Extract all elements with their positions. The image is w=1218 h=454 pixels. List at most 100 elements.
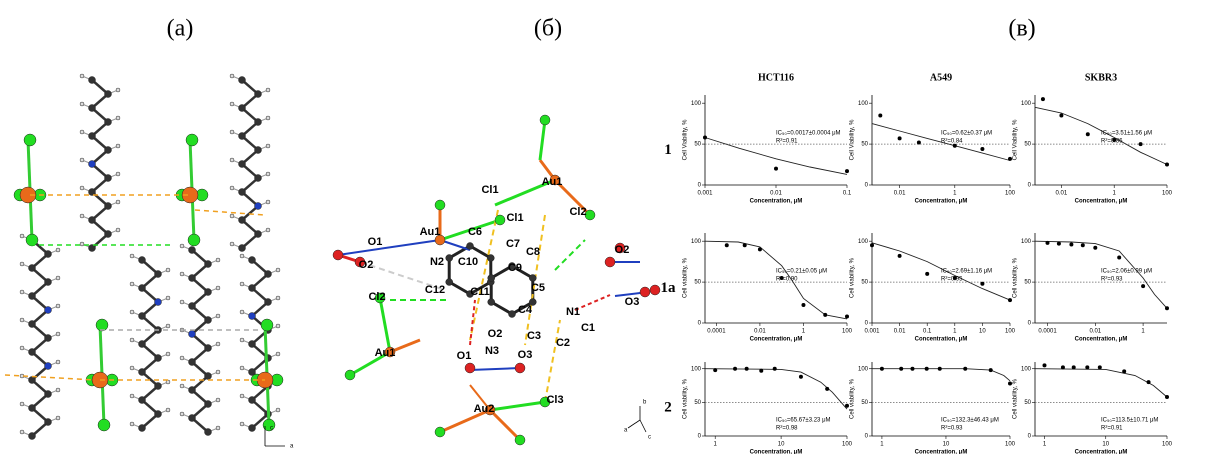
- x-tick-label: 1: [880, 442, 884, 448]
- atom: [116, 228, 120, 232]
- data-point: [845, 404, 849, 408]
- atom: [189, 331, 196, 338]
- atom: [56, 360, 60, 364]
- x-tick-label: 100: [1005, 191, 1016, 197]
- atom: [239, 105, 246, 112]
- annotation: R²=0.90: [776, 276, 798, 282]
- annotation: IC₅₀=2.06±0.99 μM: [1101, 268, 1152, 274]
- y-tick-label: 100: [1021, 239, 1032, 245]
- atom: [130, 282, 134, 286]
- x-tick-label: 10: [778, 442, 785, 448]
- y-tick-label: 100: [1021, 366, 1032, 372]
- x-tick-label: 0.01: [770, 191, 782, 197]
- atom: [240, 394, 244, 398]
- x-tick-label: 0.01: [894, 191, 906, 197]
- atom: [139, 341, 146, 348]
- x-axis-label: Concentration, μM: [1075, 450, 1128, 454]
- panel-label: (б): [534, 16, 562, 42]
- atom: [139, 285, 146, 292]
- atom: [139, 313, 146, 320]
- atom: [155, 355, 162, 362]
- bond: [545, 320, 560, 402]
- data-point: [759, 369, 763, 373]
- atom: [239, 161, 246, 168]
- y-tick-label: 0: [698, 321, 702, 327]
- column-title: A549: [930, 72, 952, 83]
- x-tick-label: 1: [953, 191, 957, 197]
- atom: [180, 356, 184, 360]
- y-tick-label: 50: [1024, 142, 1031, 148]
- atom-label: Cl1: [506, 212, 523, 224]
- atom: [45, 307, 52, 314]
- data-point: [713, 368, 717, 372]
- atom-label: Au1: [420, 226, 441, 238]
- y-tick-label: 50: [694, 280, 701, 286]
- atom: [249, 257, 256, 264]
- atom-label: O1: [457, 350, 472, 362]
- x-tick-label: 0.01: [1089, 329, 1101, 335]
- data-point: [1098, 365, 1102, 369]
- atom: [20, 402, 24, 406]
- atom: [24, 134, 36, 146]
- annotation: R²=0.84: [941, 138, 963, 144]
- atom: [180, 412, 184, 416]
- chart: 050100110100Concentration, μMCell viabil…: [1013, 362, 1173, 454]
- atom: [186, 134, 198, 146]
- atom: [255, 147, 262, 154]
- data-point: [1141, 284, 1145, 288]
- atom: [435, 200, 445, 210]
- atom: [345, 370, 355, 380]
- atom: [333, 250, 343, 260]
- x-tick-label: 10: [979, 329, 986, 335]
- atom: [139, 369, 146, 376]
- atom: [435, 427, 445, 437]
- y-tick-label: 0: [865, 434, 869, 440]
- atom: [446, 279, 453, 286]
- atom: [155, 411, 162, 418]
- atom: [230, 242, 234, 246]
- atom: [45, 251, 52, 258]
- annotation: R²=0.91: [776, 138, 798, 144]
- y-tick-label: 50: [861, 280, 868, 286]
- y-tick-label: 50: [694, 400, 701, 406]
- y-axis-label: Cell viability, %: [1013, 257, 1019, 298]
- atom: [130, 422, 134, 426]
- atom: [650, 285, 660, 295]
- data-point: [917, 140, 921, 144]
- atom: [56, 388, 60, 392]
- atom: [239, 133, 246, 140]
- atom-label: O2: [488, 328, 503, 340]
- atom: [20, 262, 24, 266]
- data-point: [1045, 241, 1049, 245]
- x-tick-label: 0.1: [843, 191, 852, 197]
- atom-label: O2: [615, 244, 630, 256]
- atom: [89, 217, 96, 224]
- bond: [628, 420, 640, 428]
- chart: 0501000.011100Concentration, μMCell Viab…: [1013, 95, 1173, 205]
- data-point: [910, 367, 914, 371]
- atom: [205, 401, 212, 408]
- atom: [180, 244, 184, 248]
- atom-label: C7: [506, 238, 520, 250]
- atom-label: C4: [518, 304, 533, 316]
- x-tick-label: 0.01: [754, 329, 766, 335]
- atom: [230, 214, 234, 218]
- y-tick-label: 50: [861, 400, 868, 406]
- panel-label: (а): [167, 16, 194, 42]
- atom: [45, 419, 52, 426]
- atom: [189, 387, 196, 394]
- y-tick-label: 100: [691, 366, 702, 372]
- atom: [29, 349, 36, 356]
- atom-label: C1: [581, 322, 595, 334]
- atom: [240, 282, 244, 286]
- atom: [89, 77, 96, 84]
- x-axis-label: Concentration, μM: [750, 450, 803, 454]
- y-axis-label: Cell viability, %: [683, 378, 689, 419]
- x-axis-label: Concentration, μM: [915, 199, 968, 205]
- atom: [266, 144, 270, 148]
- row-label: 2: [664, 399, 672, 415]
- atom-label: O1: [368, 236, 383, 248]
- atom: [515, 435, 525, 445]
- annotation: IC₅₀=2.69±1.16 μM: [941, 268, 992, 274]
